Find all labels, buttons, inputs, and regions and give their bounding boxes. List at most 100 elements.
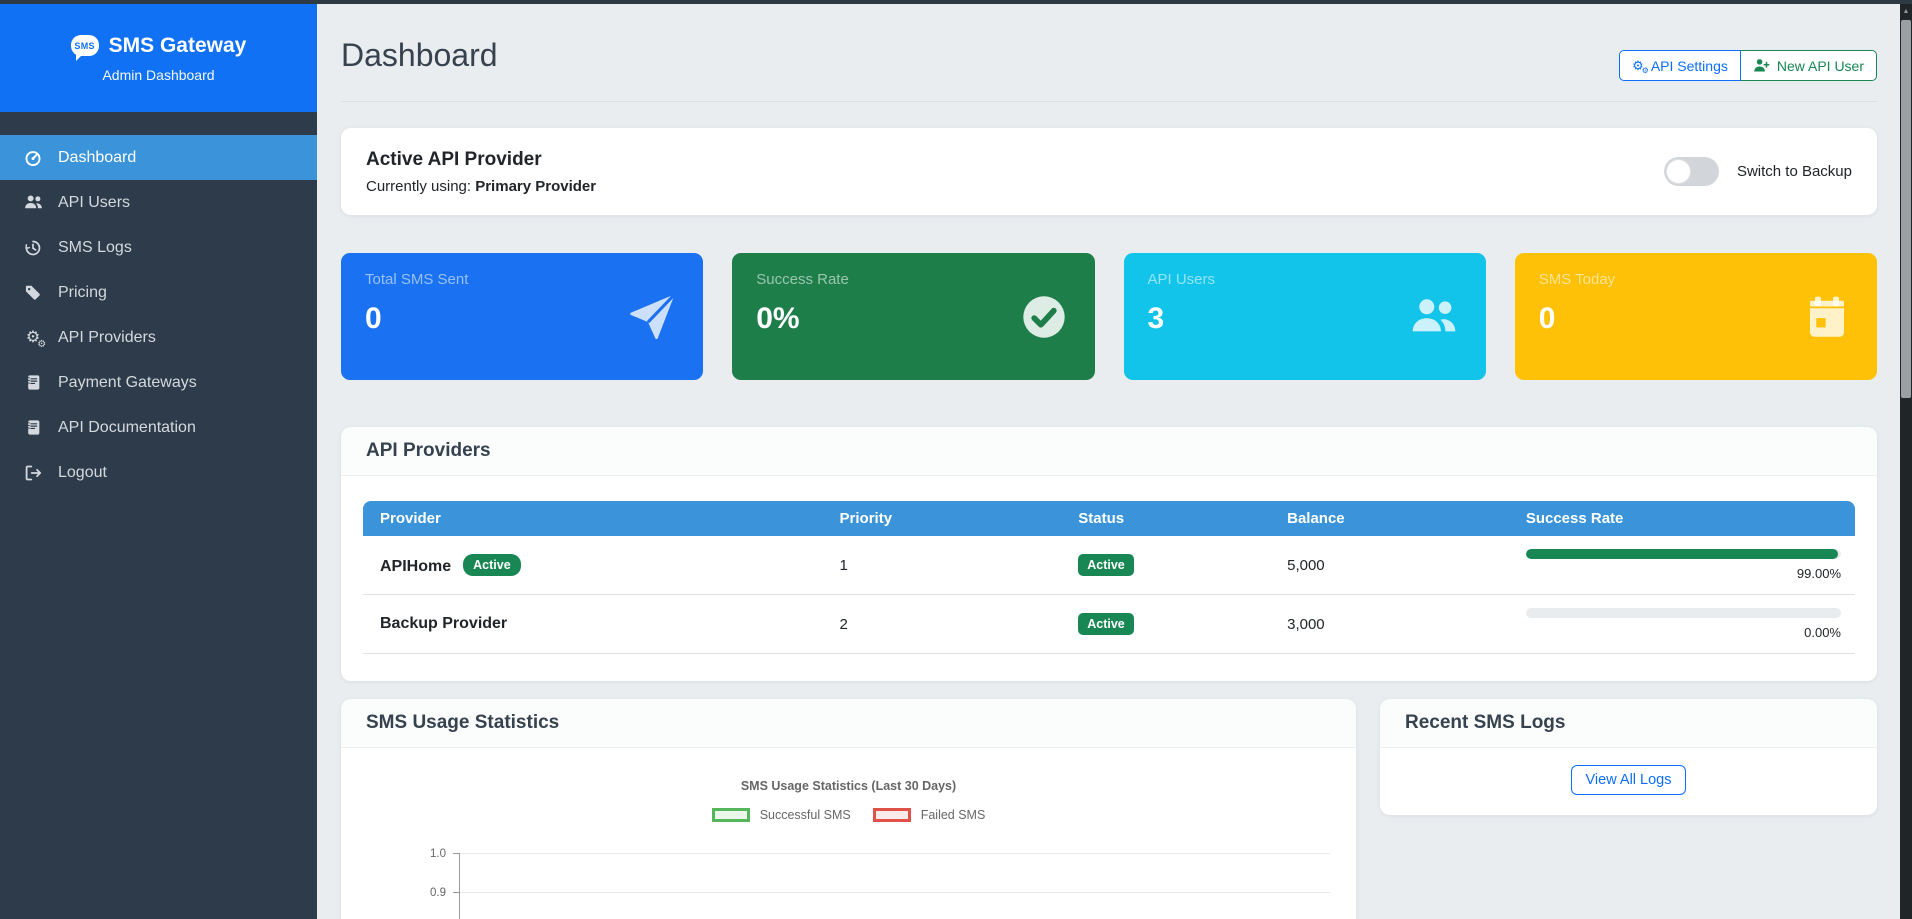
active-provider-title: Active API Provider (366, 148, 542, 170)
provider-balance: 5,000 (1273, 536, 1512, 595)
sidebar-item-api-providers[interactable]: ⚙ ⚙ API Providers (0, 315, 317, 360)
sidebar-item-api-documentation[interactable]: API Documentation (0, 405, 317, 450)
stat-card-success-rate: Success Rate 0% (732, 253, 1095, 380)
success-rate-progress (1525, 608, 1841, 618)
status-badge: Active (1078, 613, 1134, 635)
provider-balance: 3,000 (1273, 594, 1512, 654)
stat-value: 0% (756, 302, 800, 335)
column-header-provider: Provider (363, 501, 826, 536)
stat-label: API Users (1147, 271, 1216, 288)
sidebar-item-api-users[interactable]: API Users (0, 180, 317, 225)
brand-header: SMS SMS Gateway Admin Dashboard (0, 4, 317, 112)
y-axis-line (459, 853, 460, 919)
view-all-logs-button[interactable]: View All Logs (1570, 764, 1687, 795)
chart-title: SMS Usage Statistics (Last 30 Days) (740, 779, 957, 793)
journal-icon (21, 419, 45, 436)
sms-usage-title: SMS Usage Statistics (366, 712, 560, 733)
legend-item-successful-sms: Successful SMS (711, 808, 851, 822)
recent-logs-card-header: Recent SMS Logs (1380, 699, 1877, 748)
chart-axis-area: 1.0 0.9 0.8 (341, 834, 1356, 919)
provider-priority: 1 (825, 536, 1065, 595)
speedometer-icon (21, 149, 45, 167)
calendar-icon (1805, 295, 1849, 339)
stat-cards-row: Total SMS Sent 0 Success Rate 0% API Users 3 S… (341, 253, 1877, 380)
header-button-group: ⚙ ⚙ API Settings New API User (1619, 50, 1877, 81)
stat-value: 0 (365, 302, 382, 335)
y-axis-tick-mark (453, 892, 459, 893)
providers-table-body: APIHome Active 1 Active 5,000 99.00% Backup Pr… (363, 536, 1855, 654)
sms-bubble-icon: SMS (70, 35, 99, 61)
column-header-balance: Balance (1273, 501, 1512, 536)
sidebar-item-pricing[interactable]: Pricing (0, 270, 317, 315)
status-badge: Active (1078, 554, 1134, 576)
clock-history-icon (21, 239, 45, 257)
stat-card-sms-today: SMS Today 0 (1514, 253, 1877, 380)
window-top-strip (0, 0, 1912, 4)
person-plus-icon (1753, 57, 1770, 74)
table-row: Backup Provider 2 Active 3,000 0.00% (363, 594, 1855, 654)
gears-icon: ⚙ ⚙ (1632, 58, 1649, 75)
legend-swatch (711, 808, 750, 822)
grid-line (459, 853, 1330, 854)
current-provider-name: Primary Provider (475, 177, 597, 195)
tag-icon (21, 284, 45, 302)
sidebar-item-sms-logs[interactable]: SMS Logs (0, 225, 317, 270)
success-rate-label: 99.00% (1796, 566, 1841, 581)
y-axis-tick-mark (453, 853, 459, 854)
providers-table-header-row: Provider Priority Status Balance Success Rat… (363, 501, 1855, 536)
grid-line (459, 892, 1330, 893)
backup-toggle[interactable] (1663, 157, 1719, 186)
api-providers-card-header: API Providers (341, 427, 1877, 476)
column-header-status: Status (1064, 501, 1274, 536)
api-providers-card: API Providers Provider Priority Status Bala… (341, 427, 1877, 681)
y-axis-tick-label: 1.0 (430, 847, 446, 860)
axis-tick-row: 0.8 (341, 912, 1356, 919)
success-rate-label: 0.00% (1804, 625, 1841, 640)
sidebar-item-dashboard[interactable]: Dashboard (0, 135, 317, 180)
sms-usage-chart: SMS Usage Statistics (Last 30 Days) Succ… (341, 779, 1356, 919)
sidebar-item-payment-gateways[interactable]: Payment Gateways (0, 360, 317, 405)
api-settings-button[interactable]: ⚙ ⚙ API Settings (1619, 50, 1741, 81)
legend-swatch (872, 808, 911, 822)
stat-label: Total SMS Sent (365, 271, 469, 288)
sidebar: SMS SMS Gateway Admin Dashboard Dashboar… (0, 4, 317, 919)
header-divider (341, 101, 1877, 102)
success-rate-progress (1525, 549, 1841, 559)
provider-name: Backup Provider (380, 615, 508, 632)
scrollbar-up-arrow[interactable]: ▲ (1902, 7, 1910, 15)
gears-icon: ⚙ ⚙ (25, 328, 47, 350)
stat-label: SMS Today (1538, 271, 1616, 288)
providers-table: Provider Priority Status Balance Success Rat… (363, 501, 1855, 654)
active-badge: Active (463, 554, 521, 576)
scrollbar-thumb[interactable] (1901, 20, 1911, 398)
success-rate-bar (1525, 549, 1838, 559)
journal-icon (21, 374, 45, 391)
brand-subtitle: Admin Dashboard (102, 66, 215, 83)
sidebar-item-logout[interactable]: Logout (0, 450, 317, 495)
stat-card-api-users: API Users 3 (1123, 253, 1486, 380)
recent-logs-title: Recent SMS Logs (1405, 712, 1566, 733)
people-icon (1410, 293, 1458, 341)
column-header-priority: Priority (825, 501, 1065, 536)
stat-label: Success Rate (756, 271, 849, 288)
vertical-scrollbar[interactable]: ▲ (1900, 4, 1912, 919)
stat-value: 0 (1538, 302, 1556, 335)
toggle-label: Switch to Backup (1736, 163, 1852, 180)
toggle-knob (1665, 159, 1691, 184)
sidebar-nav: Dashboard API Users SMS Logs Pricing ⚙ ⚙ API P… (0, 135, 317, 495)
main-content: Dashboard ⚙ ⚙ API Settings New API User A… (317, 4, 1900, 919)
active-provider-card: Active API Provider Currently using: Pri… (341, 128, 1877, 215)
column-header-success-rate: Success Rate (1511, 501, 1855, 536)
axis-tick-row: 1.0 (341, 834, 1356, 873)
logout-icon (21, 464, 45, 482)
active-provider-subtitle: Currently using: Primary Provider (366, 177, 597, 195)
provider-priority: 2 (825, 594, 1065, 654)
y-axis-tick-label: 0.9 (430, 886, 446, 899)
new-api-user-button[interactable]: New API User (1740, 50, 1877, 81)
recent-sms-logs-card: Recent SMS Logs View All Logs (1380, 699, 1877, 815)
legend-item-failed-sms: Failed SMS (872, 808, 985, 822)
sms-usage-card-header: SMS Usage Statistics (341, 699, 1356, 748)
stat-value: 3 (1147, 302, 1165, 335)
chart-legend: Successful SMS Failed SMS (341, 808, 1356, 822)
axis-tick-row: 0.9 (341, 873, 1356, 912)
